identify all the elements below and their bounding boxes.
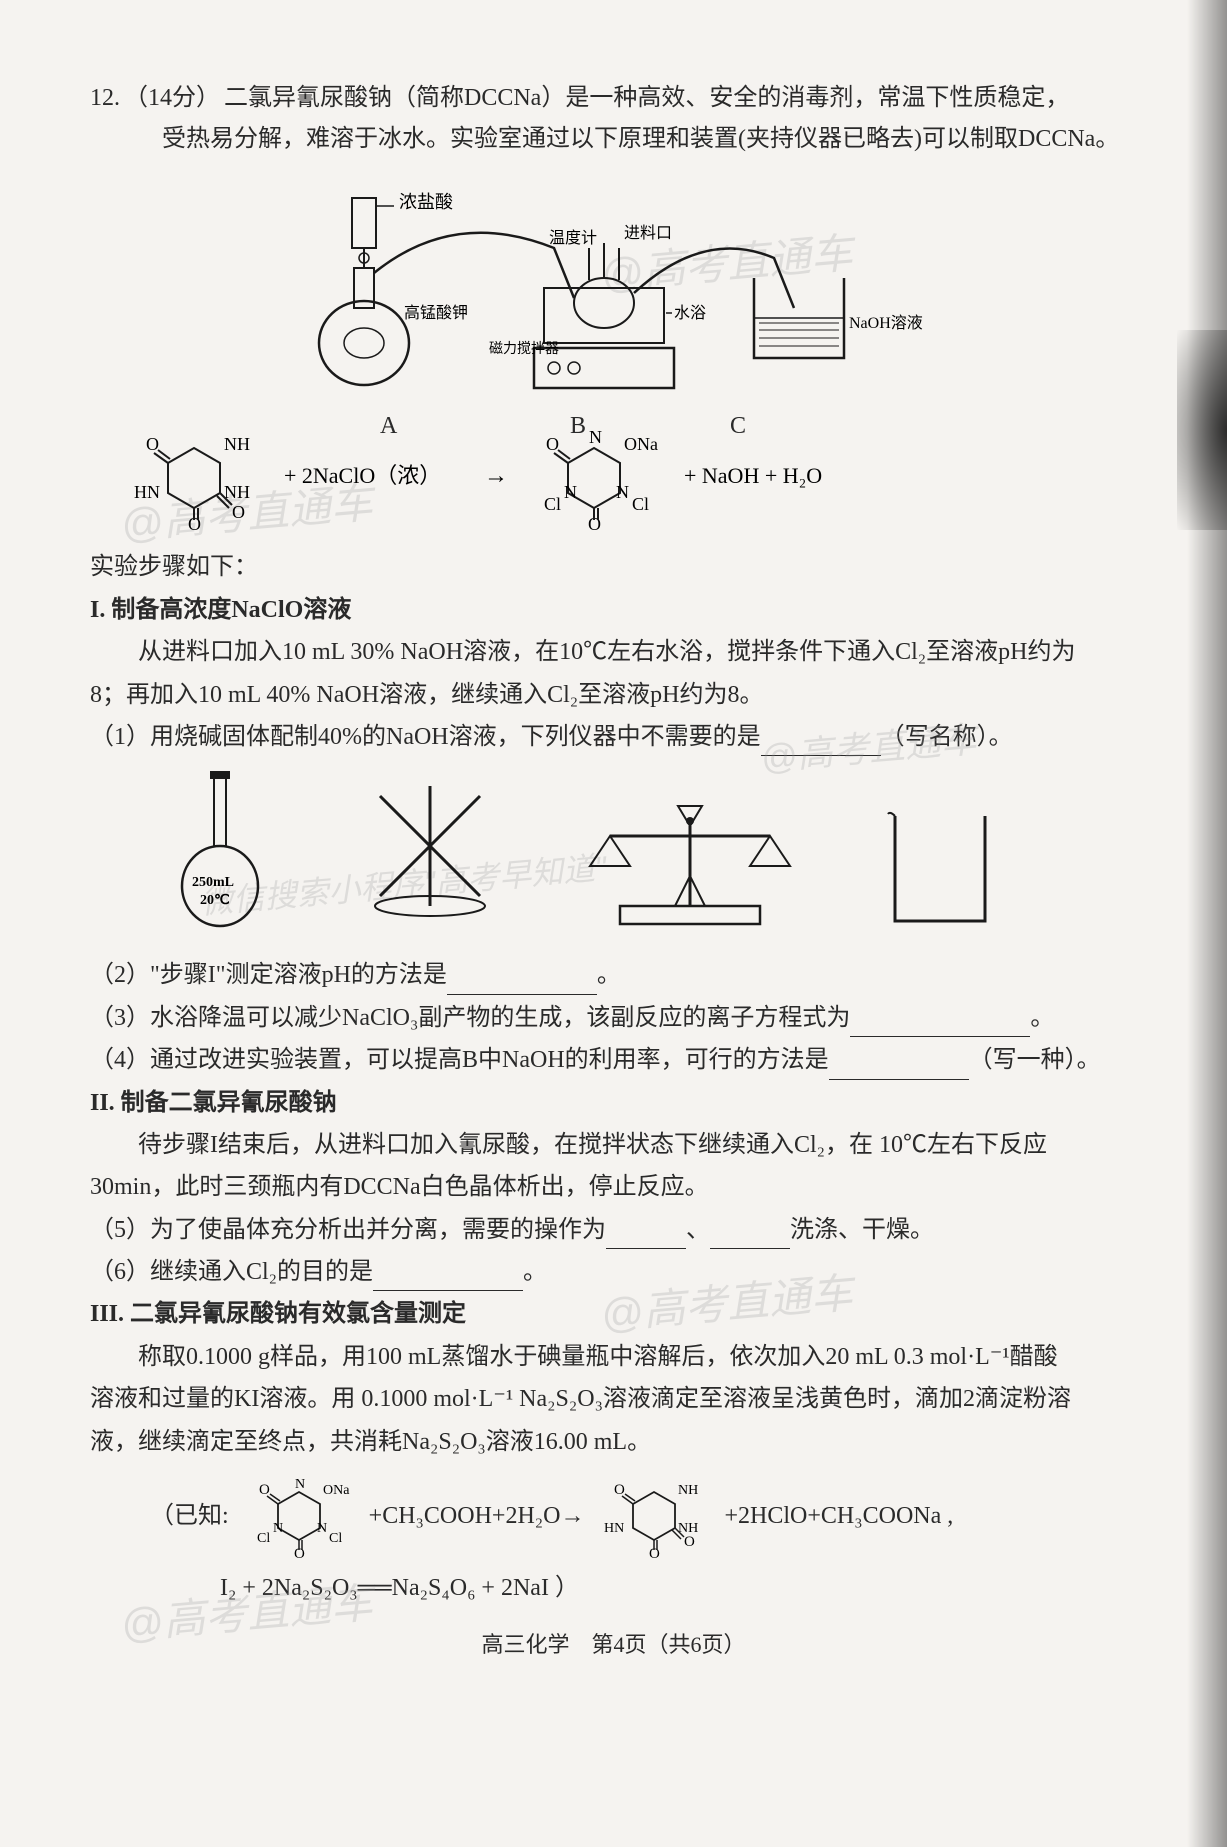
svg-text:N: N [317,1521,327,1536]
label-stirrer: 磁力搅拌器 [489,341,559,357]
section-II-text2: 30min，此时三颈瓶内有DCCNa白色晶体析出，停止反应。 [90,1168,1137,1206]
svg-text:Cl: Cl [632,494,649,514]
apparatus-diagram: 浓盐酸 高锰酸钾 温度计 进料口 水浴 磁力搅拌器 Na [90,168,1137,408]
svg-text:O: O [546,434,559,454]
svg-text:O: O [684,1534,695,1550]
question-intro-line2: 受热易分解，难溶于冰水。实验室通过以下原理和装置(夹持仪器已略去)可以制取DCC… [162,120,1137,158]
svg-text:N: N [564,482,577,502]
label-water-bath: 水浴 [674,304,706,322]
svg-text:O: O [259,1482,270,1498]
question-5: （5）为了使晶体充分析出并分离，需要的操作为、洗涤、干燥。 [90,1211,1137,1249]
section-II-title: II. 制备二氯异氰尿酸钠 [90,1084,1137,1122]
svg-text:Cl: Cl [329,1531,342,1546]
svg-text:HN: HN [134,482,160,502]
section-II-text1: 待步骤I结束后，从进料口加入氰尿酸，在搅拌状态下继续通入Cl₂，在 10℃左右下… [90,1126,1137,1164]
svg-text:O: O [232,502,245,522]
question-number: 12. [90,85,120,111]
svg-text:NH: NH [224,482,250,502]
equation-svg: O NH HN NH O O + 2NaClO（浓） → O N ONa Cl … [114,423,1114,533]
svg-text:N: N [273,1521,283,1536]
glassware-figures: 250mL 20℃ [90,766,1137,946]
question-4: （4）通过改进实验装置，可以提高B中NaOH的利用率，可行的方法是（写一种）。 [90,1041,1137,1079]
svg-text:Cl: Cl [257,1531,270,1546]
scan-dark-artifact [1177,330,1227,530]
question-points: （14分） [124,85,220,111]
question-3: （3）水浴降温可以减少NaClO₃副产物的生成，该副反应的离子方程式为。 [90,999,1137,1037]
svg-text:N: N [616,482,629,502]
section-I-text2: 8；再加入10 mL 40% NaOH溶液，继续通入Cl₂至溶液pH约为8。 [90,676,1137,714]
question-intro: 二氯异氰尿酸钠（简称DCCNa）是一种高效、安全的消毒剂，常温下性质稳定， [224,85,1069,111]
svg-text:N: N [589,427,602,447]
section-I-title: I. 制备高浓度NaClO溶液 [90,591,1137,629]
svg-text:NH: NH [678,1483,698,1498]
svg-text:ONa: ONa [624,434,658,454]
svg-text:N: N [295,1477,305,1492]
svg-text:+ NaOH + H₂O: + NaOH + H₂O [684,463,822,488]
label-kmno4: 高锰酸钾 [404,304,468,322]
label-hcl: 浓盐酸 [399,192,453,212]
apparatus-svg: 浓盐酸 高锰酸钾 温度计 进料口 水浴 磁力搅拌器 Na [254,168,974,398]
structure-cyanuric-small: O NH HN NH O O [584,1471,724,1561]
label-thermometer: 温度计 [549,229,597,247]
reaction-equation: O NH HN NH O O + 2NaClO（浓） → O N ONa Cl … [90,423,1137,533]
section-III-title: III. 二氯异氰尿酸钠有效氯含量测定 [90,1295,1137,1333]
equation-2: I₂ + 2Na₂S₂O₃══Na₂S₄O₆ + 2NaI ） [220,1569,1137,1607]
svg-text:NH: NH [224,434,250,454]
svg-text:→: → [484,463,508,489]
structure-dccna-small: O N ONa Cl N N Cl O [229,1471,369,1561]
svg-text:20℃: 20℃ [200,893,230,908]
known-equations: （已知: O N ONa Cl N N Cl O +CH₃COOH+2H₂O→ [90,1471,1137,1607]
section-III-text1: 称取0.1000 g样品，用100 mL蒸馏水于碘量瓶中溶解后，依次加入20 m… [90,1338,1137,1376]
section-I-text1: 从进料口加入10 mL 30% NaOH溶液，在10℃左右水浴，搅拌条件下通入C… [90,633,1137,671]
svg-text:O: O [146,434,159,454]
svg-text:ONa: ONa [323,1483,350,1498]
scan-edge-artifact [1187,0,1227,1847]
label-feed-port: 进料口 [624,224,672,242]
svg-text:Cl: Cl [544,494,561,514]
steps-header: 实验步骤如下： [90,548,1137,586]
question-6: （6）继续通入Cl₂的目的是。 [90,1253,1137,1291]
label-naoh: NaOH溶液 [849,314,923,332]
glassware-svg: 250mL 20℃ [90,766,1090,946]
section-III-text3: 液，继续滴定至终点，共消耗Na₂S₂O₃溶液16.00 mL。 [90,1423,1137,1461]
svg-text:HN: HN [604,1521,624,1536]
section-III-text2: 溶液和过量的KI溶液。用 0.1000 mol·L⁻¹ Na₂S₂O₃溶液滴定至… [90,1380,1137,1418]
question-header: 12. （14分） 二氯异氰尿酸钠（简称DCCNa）是一种高效、安全的消毒剂，常… [90,80,1137,116]
svg-text:O: O [614,1482,625,1498]
svg-text:250mL: 250mL [192,875,234,890]
question-1: （1）用烧碱固体配制40%的NaOH溶液，下列仪器中不需要的是（写名称）。 [90,718,1137,756]
svg-text:+ 2NaClO（浓）: + 2NaClO（浓） [284,463,441,488]
page-footer: 高三化学 第4页（共6页） [90,1627,1137,1659]
question-2: （2）"步骤I"测定溶液pH的方法是。 [90,956,1137,994]
